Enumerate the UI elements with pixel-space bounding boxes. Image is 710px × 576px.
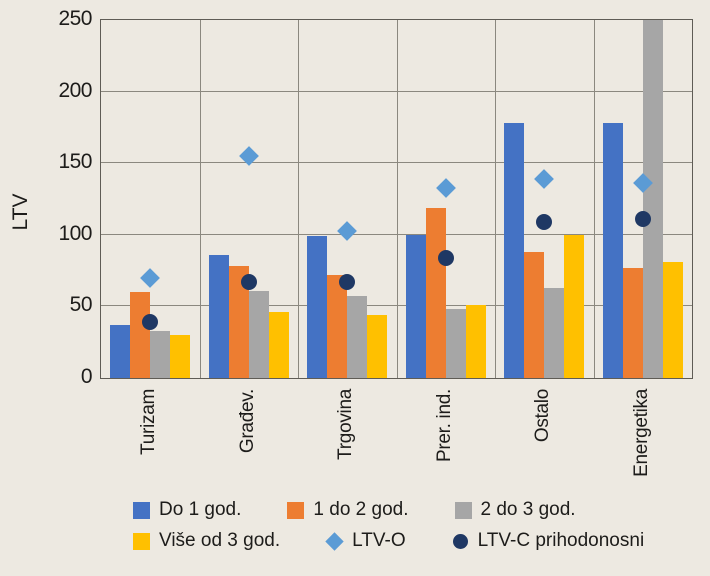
gridline-x-4 [495,20,496,378]
legend-item-ltv-c-prihodonosni: LTV-C prihodonosni [452,529,645,553]
legend-item-vi-e-od-3-god-: Više od 3 god. [133,529,280,553]
square-swatch-icon [454,501,472,519]
bar-1-do-2-god- [228,266,249,378]
legend-label: 2 do 3 god. [480,499,576,520]
bar-group-trgovina [298,20,397,378]
circle-marker-5 [634,211,651,228]
legend-label: LTV-C prihodonosni [477,530,645,551]
bar-do-1-god- [602,123,623,378]
bar-do-1-god- [208,254,229,378]
plot-area [100,19,693,379]
bar-1-do-2-god- [524,251,545,378]
bar-1-do-2-god- [130,292,151,378]
y-tick-50: 50 [69,293,93,317]
bar-do-1-god- [307,236,328,378]
bar-vi-e-od-3-god- [367,315,388,378]
y-tick-250: 250 [58,7,92,30]
y-tick-150: 150 [58,150,92,174]
bar-2-do-3-god- [150,330,171,378]
diamond-swatch-icon [325,531,344,551]
legend-label: LTV-O [352,530,406,551]
x-label-prer-ind-: Prer. ind. [433,389,455,463]
x-label-trgovina: Trgovina [335,389,357,460]
y-tick-200: 200 [58,78,92,102]
bar-2-do-3-god- [347,296,368,378]
legend-row-1: Do 1 god. 1 do 2 god. 2 do 3 god. [133,498,644,522]
gridline-x-2 [298,20,299,378]
bar-do-1-god- [504,123,525,378]
x-label-turizam: Turizam [138,389,160,455]
legend-item-2-do-3-god-: 2 do 3 god. [454,498,576,522]
square-swatch-icon [287,501,305,519]
bar-group-prer-ind- [397,20,496,378]
y-tick-100: 100 [58,221,92,245]
bar-do-1-god- [405,234,426,378]
bar-do-1-god- [110,325,131,378]
bar-group-ostalo [495,20,594,378]
bar-vi-e-od-3-god- [662,262,683,378]
legend: Do 1 god. 1 do 2 god. 2 do 3 god. Više od 3… [133,498,644,553]
gridline-x-5 [593,20,595,378]
gridline-x-3 [396,20,398,378]
bar-2-do-3-god- [445,309,466,378]
bar-vi-e-od-3-god- [170,335,191,378]
gridline-x-1 [199,20,201,378]
circle-marker-4 [536,213,553,230]
circle-marker-3 [437,249,454,266]
legend-row-2: Više od 3 god. LTV-O LTV-C prihodonosni [133,529,644,553]
legend-label: Više od 3 god. [159,530,281,551]
bar-group-gra-ev- [200,20,299,378]
bar-vi-e-od-3-god- [268,312,289,378]
bar-group-turizam [101,20,200,378]
legend-item-do-1-god-: Do 1 god. [133,498,241,522]
circle-marker-1 [240,274,257,291]
bar-2-do-3-god- [642,20,663,378]
bar-1-do-2-god- [327,274,348,378]
bar-vi-e-od-3-god- [465,304,486,378]
legend-label: Do 1 god. [159,499,242,520]
circle-marker-0 [142,314,159,331]
bar-1-do-2-god- [425,207,446,378]
legend-item-ltv-o: LTV-O [325,529,406,553]
square-swatch-icon [133,532,150,550]
bar-2-do-3-god- [248,290,269,378]
legend-label: 1 do 2 god. [313,499,409,520]
legend-item-1-do-2-god-: 1 do 2 god. [287,498,409,522]
circle-swatch-icon [452,533,468,549]
x-label-gra-ev-: Građev. [236,389,258,454]
bar-1-do-2-god- [622,267,643,378]
x-label-ostalo: Ostalo [532,389,554,443]
bar-2-do-3-god- [544,287,565,378]
y-tick-0: 0 [80,365,93,388]
x-label-energetika: Energetika [630,389,652,477]
bar-vi-e-od-3-god- [564,234,585,378]
square-swatch-icon [133,501,150,519]
circle-marker-2 [339,274,356,291]
bar-group-energetika [594,20,693,378]
